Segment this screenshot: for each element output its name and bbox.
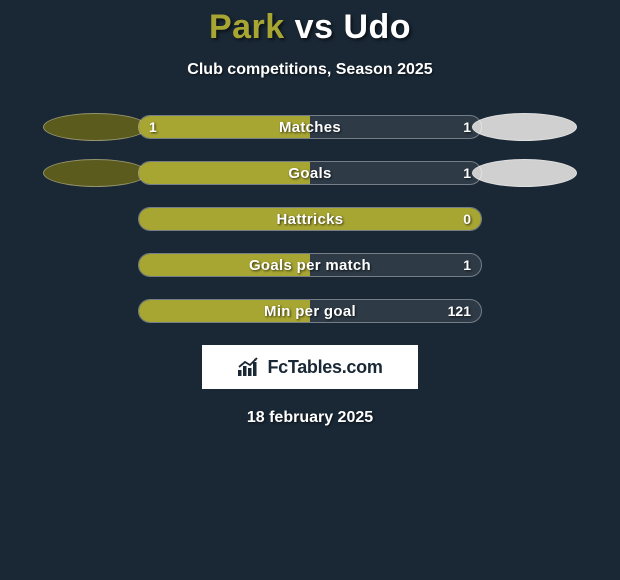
stat-label: Hattricks [139, 208, 481, 230]
stat-label: Goals [139, 162, 481, 184]
brand-text: FcTables.com [267, 357, 382, 378]
player2-name: Udo [343, 8, 411, 46]
brand-badge: FcTables.com [202, 345, 418, 389]
versus-title: Park vs Udo [0, 0, 620, 47]
stats-container: 11Matches 1Goals 0Hattricks 1Goals per matc… [0, 115, 620, 323]
subtitle: Club competitions, Season 2025 [0, 61, 620, 79]
stat-label: Goals per match [139, 254, 481, 276]
stat-bar: 1Goals [138, 161, 482, 185]
stat-row: 0Hattricks [0, 207, 620, 231]
stat-row: 121Min per goal [0, 299, 620, 323]
stat-label: Min per goal [139, 300, 481, 322]
stat-bar: 121Min per goal [138, 299, 482, 323]
player1-name: Park [209, 8, 285, 46]
stat-bar: 0Hattricks [138, 207, 482, 231]
stat-label: Matches [139, 116, 481, 138]
player2-ellipse [472, 113, 577, 141]
vs-text: vs [295, 8, 334, 46]
stat-row: 11Matches [0, 115, 620, 139]
stat-row: 1Goals [0, 161, 620, 185]
stat-row: 1Goals per match [0, 253, 620, 277]
player1-ellipse [43, 113, 148, 141]
date-text: 18 february 2025 [0, 409, 620, 427]
player1-ellipse [43, 159, 148, 187]
brand-chart-icon [237, 357, 261, 377]
stat-bar: 1Goals per match [138, 253, 482, 277]
stat-bar: 11Matches [138, 115, 482, 139]
player2-ellipse [472, 159, 577, 187]
